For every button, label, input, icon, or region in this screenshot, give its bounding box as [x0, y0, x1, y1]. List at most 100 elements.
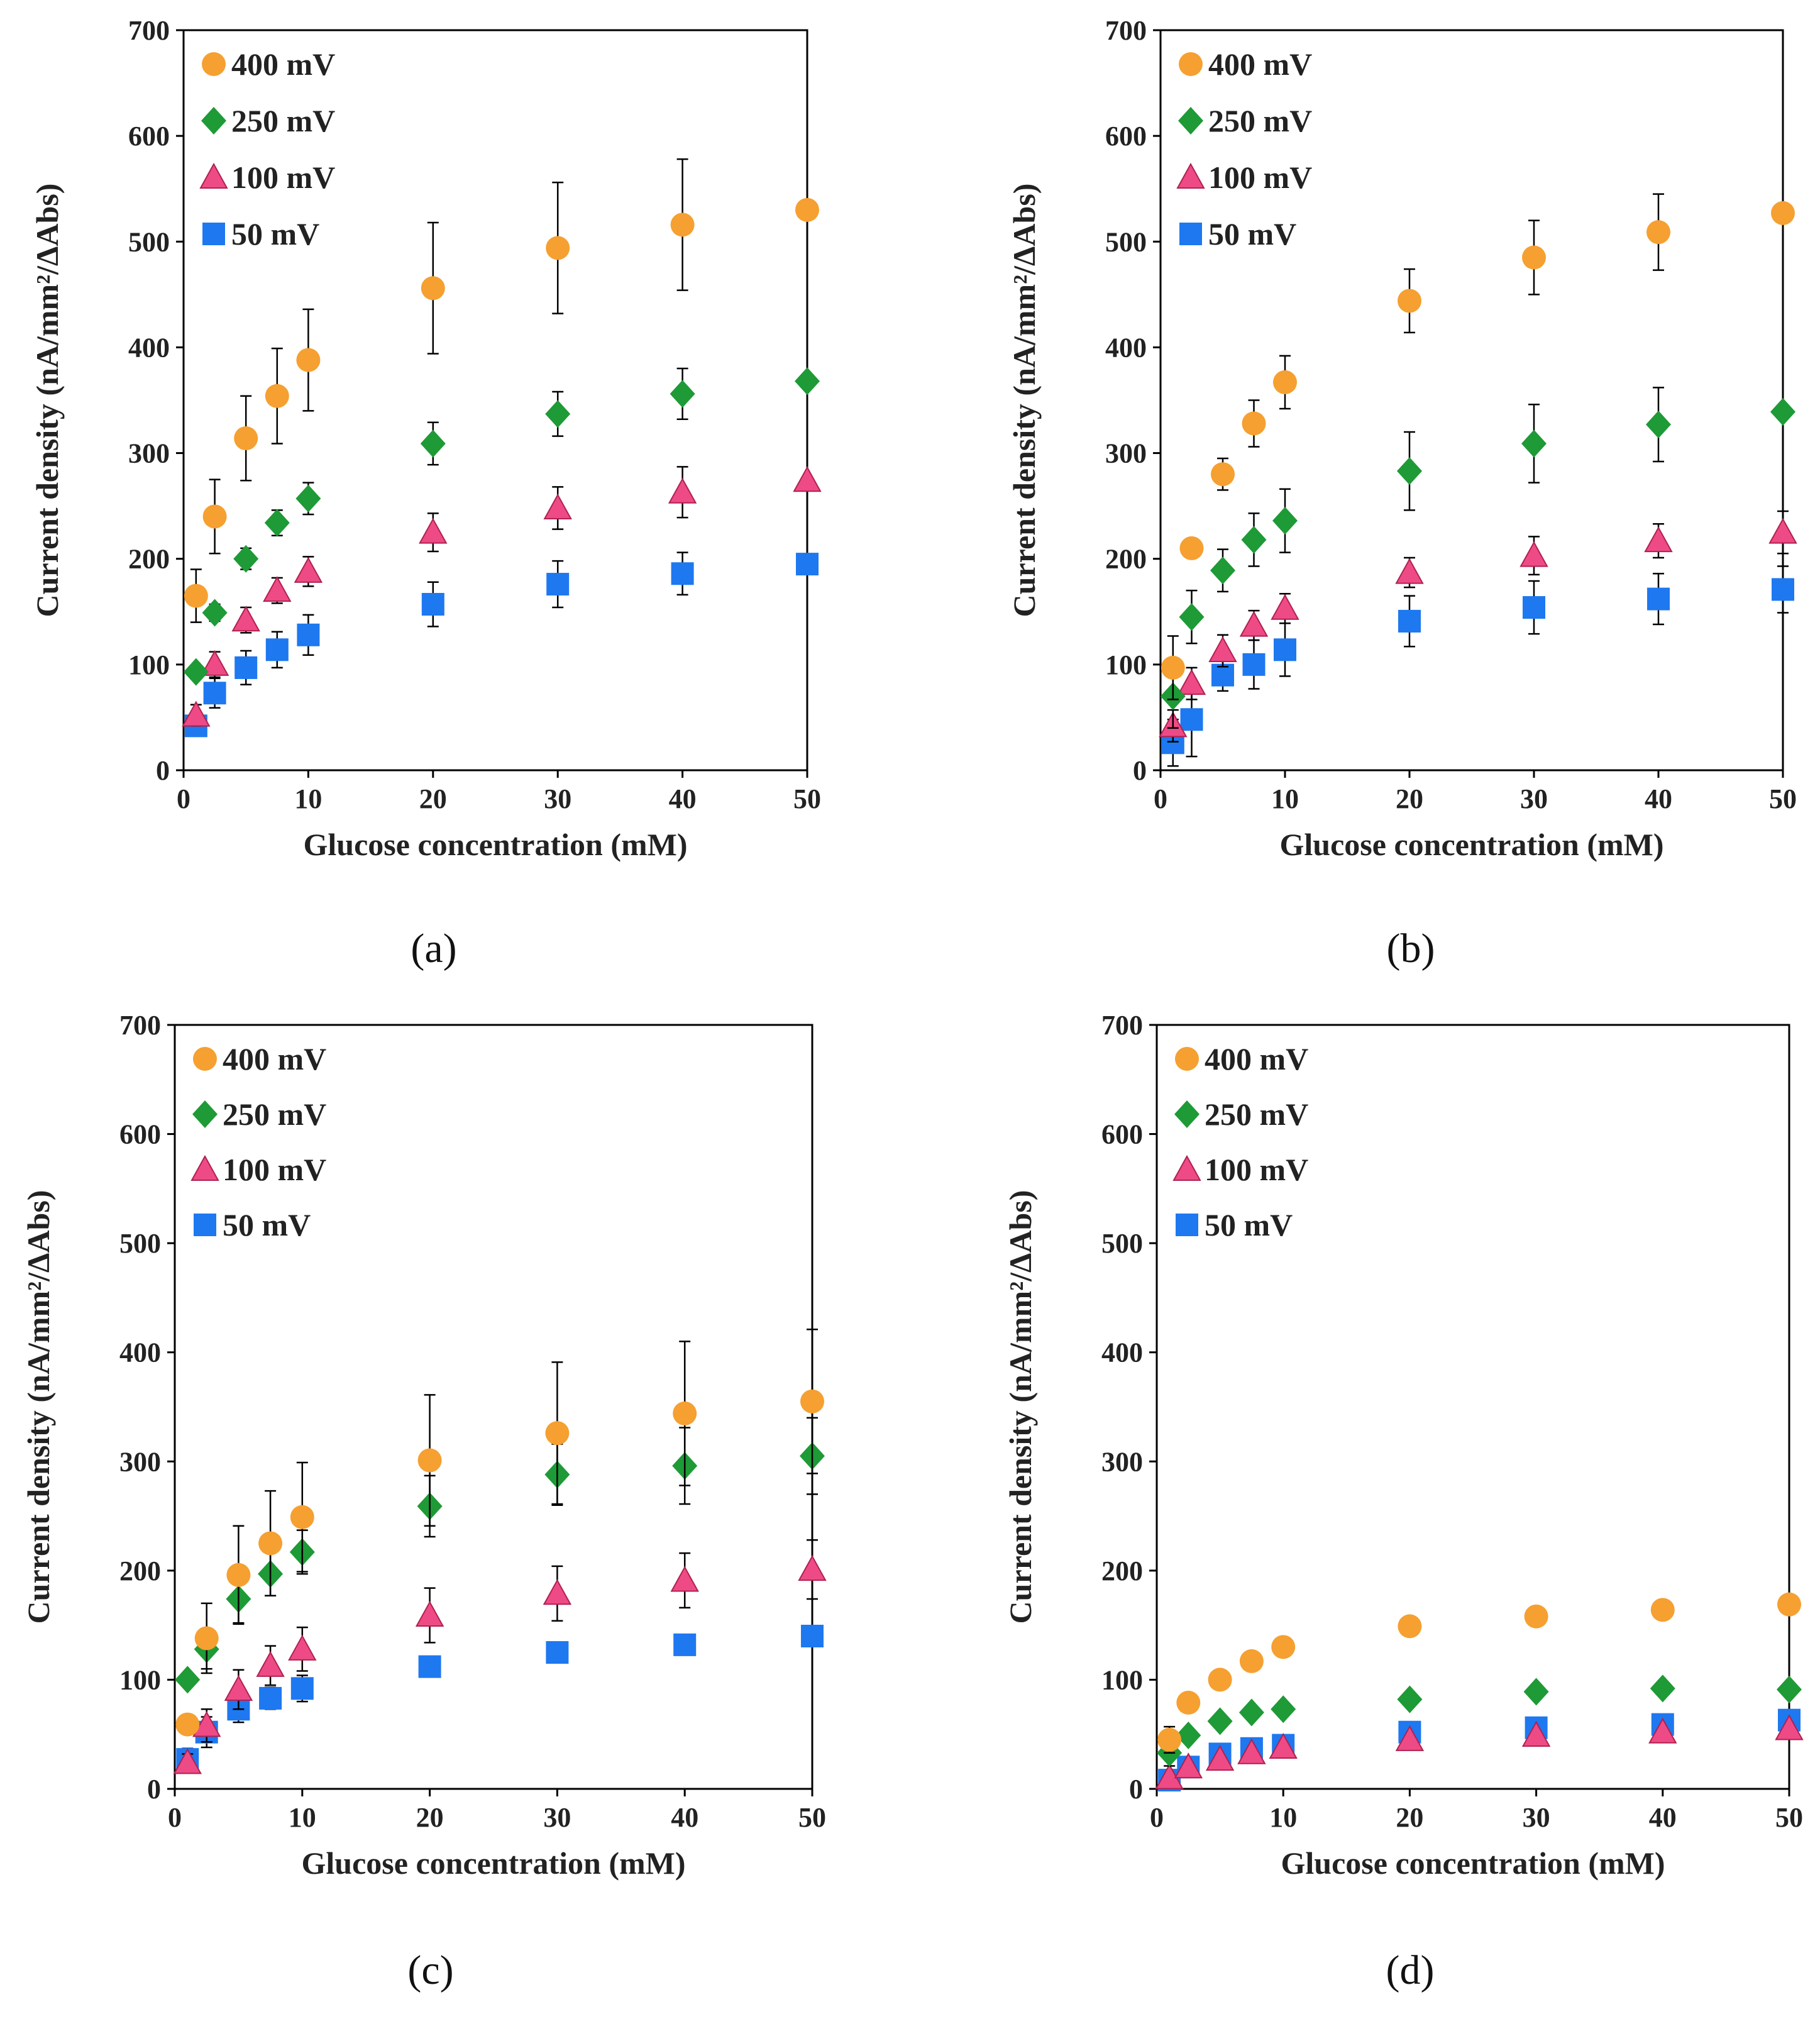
- data-point: [793, 466, 822, 492]
- legend-square-marker: [194, 1214, 216, 1236]
- data-point: [546, 573, 570, 596]
- data-point: [192, 1711, 221, 1737]
- data-point: [1241, 526, 1267, 554]
- data-point: [1395, 558, 1424, 584]
- legend-entry-label: 100 mV: [223, 1152, 326, 1187]
- data-point: [1777, 1592, 1801, 1617]
- data-point: [265, 638, 289, 661]
- data-point: [1238, 1698, 1264, 1727]
- data-point: [1648, 1717, 1677, 1744]
- y-tick-label: 200: [119, 1556, 161, 1586]
- y-tick-label: 700: [1105, 15, 1147, 46]
- data-point: [1771, 201, 1795, 225]
- legend: 400 mV 250 mV 100 mV 50 mV: [1176, 47, 1312, 252]
- data-point: [1242, 411, 1266, 436]
- data-point: [1768, 517, 1797, 544]
- x-tick-label: 40: [669, 783, 697, 814]
- data-point: [543, 1579, 572, 1605]
- data-point: [1161, 655, 1185, 680]
- data-point: [1522, 245, 1546, 270]
- data-point: [183, 658, 209, 686]
- legend-diamond-marker: [192, 1100, 218, 1128]
- data-point: [1272, 507, 1298, 535]
- data-point: [420, 429, 446, 458]
- panel-label: (d): [1386, 1947, 1435, 1993]
- data-point: [1208, 636, 1237, 662]
- data-point: [226, 1563, 251, 1587]
- data-point: [1521, 429, 1547, 458]
- data-point: [1397, 457, 1422, 485]
- y-tick-label: 100: [128, 650, 170, 680]
- legend-entry-label: 50 mV: [231, 216, 319, 252]
- y-tick-label: 0: [156, 755, 170, 786]
- data-point: [1397, 1685, 1423, 1713]
- data-point: [297, 623, 320, 646]
- series-250-mv: [183, 367, 820, 686]
- y-tick-label: 200: [1105, 544, 1147, 575]
- legend: 400 mV 250 mV 100 mV 50 mV: [1172, 1041, 1308, 1242]
- data-point: [543, 493, 572, 520]
- data-point: [800, 1389, 824, 1413]
- y-tick-label: 400: [119, 1337, 161, 1368]
- data-point: [1398, 609, 1421, 633]
- series-400-mv: [1157, 1592, 1801, 1754]
- data-point: [184, 584, 208, 608]
- x-tick-label: 30: [1523, 1802, 1550, 1833]
- data-point: [290, 1677, 314, 1700]
- series-400-mv: [175, 1329, 824, 1737]
- data-point: [1208, 1668, 1232, 1692]
- data-point: [1176, 1690, 1201, 1715]
- y-axis-label: Current density (nA/mm²/ΔAbs): [30, 184, 65, 617]
- data-point: [1398, 1614, 1422, 1639]
- data-point: [1174, 1752, 1203, 1779]
- data-point: [182, 700, 211, 727]
- legend-entry-label: 50 mV: [223, 1207, 311, 1242]
- data-point: [202, 599, 228, 627]
- data-point: [670, 380, 695, 408]
- chart-panel-a: 0 100 200 300 400 500 600 700 0 10 20 30 40 50 Glucose…: [30, 15, 822, 971]
- data-point: [1237, 1738, 1266, 1764]
- y-tick-label: 0: [147, 1774, 161, 1805]
- data-point: [256, 1651, 285, 1677]
- data-point: [673, 1401, 697, 1425]
- x-tick-label: 50: [793, 783, 821, 814]
- legend-triangle-marker: [1172, 1154, 1201, 1181]
- data-point: [1242, 653, 1266, 676]
- x-tick-label: 0: [177, 783, 190, 814]
- legend-entry-label: 100 mV: [231, 160, 335, 195]
- x-tick-label: 50: [1775, 1802, 1803, 1833]
- data-point: [1177, 669, 1206, 695]
- x-tick-label: 20: [416, 1802, 444, 1833]
- x-tick-label: 0: [168, 1802, 182, 1833]
- x-tick-label: 50: [798, 1802, 826, 1833]
- data-point: [1650, 1598, 1675, 1622]
- series-50-mv: [1161, 565, 1794, 767]
- y-tick-label: 300: [128, 438, 170, 469]
- data-point: [545, 400, 571, 428]
- data-point: [288, 1634, 317, 1661]
- data-point: [1647, 587, 1670, 611]
- x-tick-label: 50: [1769, 783, 1797, 814]
- data-point: [1176, 1721, 1201, 1749]
- y-tick-label: 600: [119, 1119, 161, 1150]
- data-point: [1650, 1674, 1675, 1703]
- legend: 400 mV 250 mV 100 mV 50 mV: [199, 47, 335, 252]
- data-point: [670, 213, 695, 237]
- series-100-mv: [173, 1539, 827, 1774]
- y-tick-label: 300: [1105, 438, 1147, 469]
- legend-entry-label: 100 mV: [1205, 1152, 1308, 1187]
- series-400-mv: [184, 158, 819, 623]
- series-100-mv: [1155, 1714, 1804, 1789]
- legend-triangle-marker: [190, 1154, 219, 1181]
- data-point: [670, 1566, 699, 1592]
- data-point: [671, 562, 694, 585]
- x-tick-label: 40: [671, 1802, 698, 1833]
- x-tick-label: 20: [1396, 1802, 1423, 1833]
- series-400-mv: [1161, 193, 1795, 700]
- series-250-mv: [175, 1417, 825, 1694]
- data-point: [1770, 397, 1795, 426]
- data-point: [421, 593, 444, 616]
- x-tick-label: 10: [1269, 1802, 1297, 1833]
- data-point: [1207, 1707, 1233, 1735]
- legend-entry-label: 50 mV: [1208, 216, 1296, 252]
